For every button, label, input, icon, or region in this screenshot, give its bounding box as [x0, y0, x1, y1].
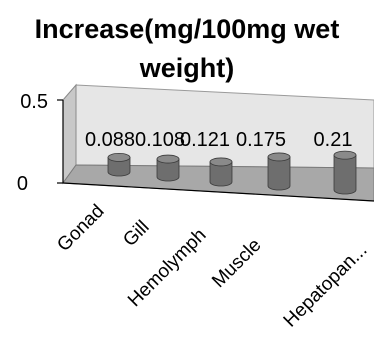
data-label-2: 0.108: [135, 129, 185, 151]
bar-body: [267, 156, 291, 191]
bar-2: [156, 154, 180, 182]
bar-5: [333, 150, 357, 195]
bars-group: [107, 150, 357, 195]
bar-body: [107, 156, 131, 177]
data-label-3: 0.121: [180, 129, 230, 151]
category-label-5: Hepatopan...: [280, 240, 372, 332]
bar-top: [107, 152, 131, 162]
y-tick-label-zero: 0: [17, 173, 28, 195]
bar-4: [267, 152, 291, 191]
bar-top: [156, 154, 180, 164]
x-axis-line: [62, 182, 374, 202]
bar-top: [209, 157, 233, 167]
bar-body: [156, 158, 180, 182]
data-label-1: 0.088: [85, 129, 135, 151]
chart-title-line-2: weight): [139, 53, 235, 83]
data-label-4: 0.175: [236, 129, 286, 151]
bar-body: [333, 154, 357, 195]
category-label-4: Muscle: [208, 235, 265, 292]
category-label-1: Gonad: [53, 201, 108, 256]
data-label-5: 0.21: [314, 129, 353, 151]
bar-top: [267, 152, 291, 162]
category-label-2: Gill: [119, 217, 153, 251]
bar-1: [107, 152, 131, 177]
bar-top: [333, 150, 357, 160]
y-tick-label-top: 0.5: [20, 91, 48, 113]
bar-body: [209, 161, 233, 187]
bar-3: [209, 157, 233, 187]
chart-title-line-1: Increase(mg/100mg wet: [35, 14, 340, 44]
